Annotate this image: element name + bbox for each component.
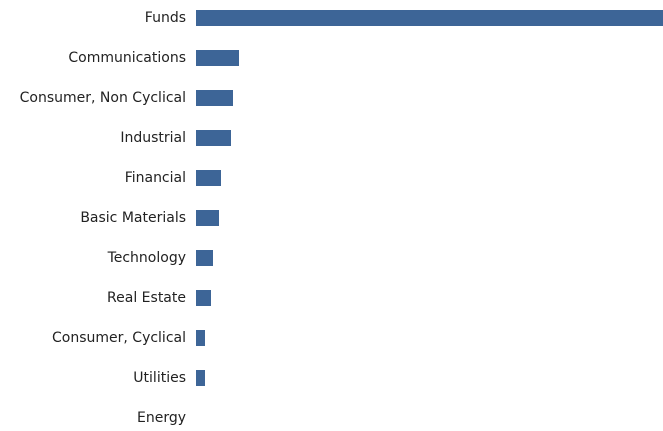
category-label: Consumer, Non Cyclical	[20, 90, 186, 106]
category-label: Technology	[107, 250, 186, 266]
bar	[196, 10, 663, 26]
bar	[196, 210, 219, 226]
bar	[196, 130, 231, 146]
category-label: Communications	[68, 50, 186, 66]
bar	[196, 250, 213, 266]
category-label: Energy	[137, 410, 186, 426]
bar	[196, 50, 239, 66]
category-label: Real Estate	[107, 290, 186, 306]
category-label: Funds	[145, 10, 186, 26]
category-label: Financial	[125, 170, 186, 186]
bar	[196, 330, 205, 346]
bar	[196, 370, 205, 386]
bar	[196, 290, 211, 306]
category-label: Utilities	[133, 370, 186, 386]
category-label: Industrial	[120, 130, 186, 146]
bar	[196, 170, 221, 186]
bar	[196, 90, 233, 106]
category-label: Basic Materials	[80, 210, 186, 226]
category-label: Consumer, Cyclical	[52, 330, 186, 346]
